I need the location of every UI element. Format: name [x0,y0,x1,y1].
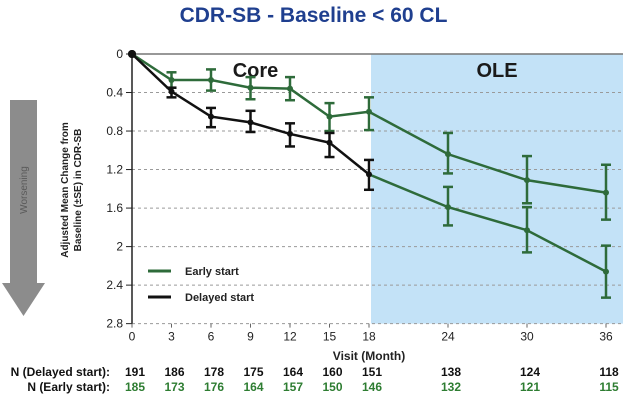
n-value-delayed: 160 [322,365,343,379]
data-point-delayed-start [603,268,609,275]
x-tick-label: 3 [168,330,175,344]
n-row-delayed: N (Delayed start): 191 186 178 175 164 160 151… [0,365,627,380]
y-tick-label: 2.8 [106,317,123,331]
y-tick-label: 2.4 [106,278,123,292]
data-point-early-start [445,151,451,158]
n-row-early: N (Early start): 185 173 176 164 157 150 146 13… [0,380,627,395]
legend-label-delayed-start: Delayed start [185,292,254,304]
data-point-delayed-start [168,88,175,95]
data-point-early-start [247,84,254,91]
region-label-core: Core [233,60,279,82]
worsening-arrow: Worsening [2,100,45,316]
n-value-early: 115 [599,380,619,394]
n-value-early: 164 [243,380,264,394]
data-point-delayed-start [247,119,254,126]
n-row-label: N (Delayed start): [10,365,110,379]
n-value-delayed: 178 [203,365,225,379]
n-value-delayed: 151 [361,365,383,379]
x-tick-label: 12 [283,330,297,344]
data-point-early-start [603,189,609,196]
x-tick-label: 36 [599,330,613,344]
data-point-delayed-start [208,113,214,120]
data-point-early-start [287,85,293,92]
data-point-delayed-start [326,139,333,146]
y-tick-label: 2 [116,240,123,254]
n-row-label: N (Early start): [27,380,110,394]
data-point-delayed-start [366,171,372,178]
x-tick-label: 9 [247,330,254,344]
n-value-early: 150 [322,380,343,394]
x-tick-label: 30 [520,330,534,344]
n-value-early: 185 [124,380,146,394]
x-tick-label: 24 [441,330,455,344]
data-point-delayed-start [128,50,136,58]
n-value-delayed: 186 [164,365,185,379]
data-point-early-start [326,113,333,120]
data-point-delayed-start [445,204,451,211]
legend: Early start Delayed start [148,266,254,304]
n-value-early: 176 [203,380,225,394]
y-tick-label: 1.2 [106,163,123,177]
n-value-early: 121 [519,380,541,394]
y-axis-label: Adjusted Mean Change from Baseline (±SE)… [60,122,84,258]
n-value-early: 132 [440,380,462,394]
y-axis-label-line-2: Baseline (±SE) in CDR-SB [73,129,84,252]
y-tick-label: 0 [116,47,123,61]
data-point-early-start [168,77,175,84]
y-tick-label: 1.6 [106,201,123,215]
y-tick-label: 0.8 [106,124,123,138]
n-value-delayed: 138 [440,365,462,379]
worsening-arrow-label: Worsening [19,166,30,214]
n-value-delayed: 124 [519,365,541,379]
n-value-early: 157 [282,380,304,394]
n-value-early: 146 [361,380,383,394]
worsening-arrow-shape [2,100,45,316]
x-tick-label: 0 [129,330,136,344]
data-point-early-start [366,108,372,115]
x-axis-label: Visit (Month) [333,349,405,363]
x-tick-label: 15 [323,330,337,344]
series-line-early-start-ole [368,110,607,194]
data-point-early-start [524,177,530,184]
chart-title: CDR-SB - Baseline < 60 CL [179,4,448,27]
n-value-delayed: 191 [124,365,146,379]
legend-label-early-start: Early start [185,266,239,278]
data-point-early-start [208,77,214,84]
series-line-delayed-start-ole [368,173,607,273]
n-value-delayed: 175 [243,365,264,379]
region-label-ole: OLE [476,60,517,82]
y-tick-label: 0.4 [106,86,123,100]
n-value-early: 173 [164,380,185,394]
data-point-delayed-start [287,130,293,137]
y-axis-label-line-1: Adjusted Mean Change from [60,122,71,258]
x-tick-label: 6 [208,330,215,344]
n-value-delayed: 164 [282,365,304,379]
x-tick-label: 18 [362,330,376,344]
data-point-delayed-start [524,227,530,234]
n-value-delayed: 118 [599,365,619,379]
